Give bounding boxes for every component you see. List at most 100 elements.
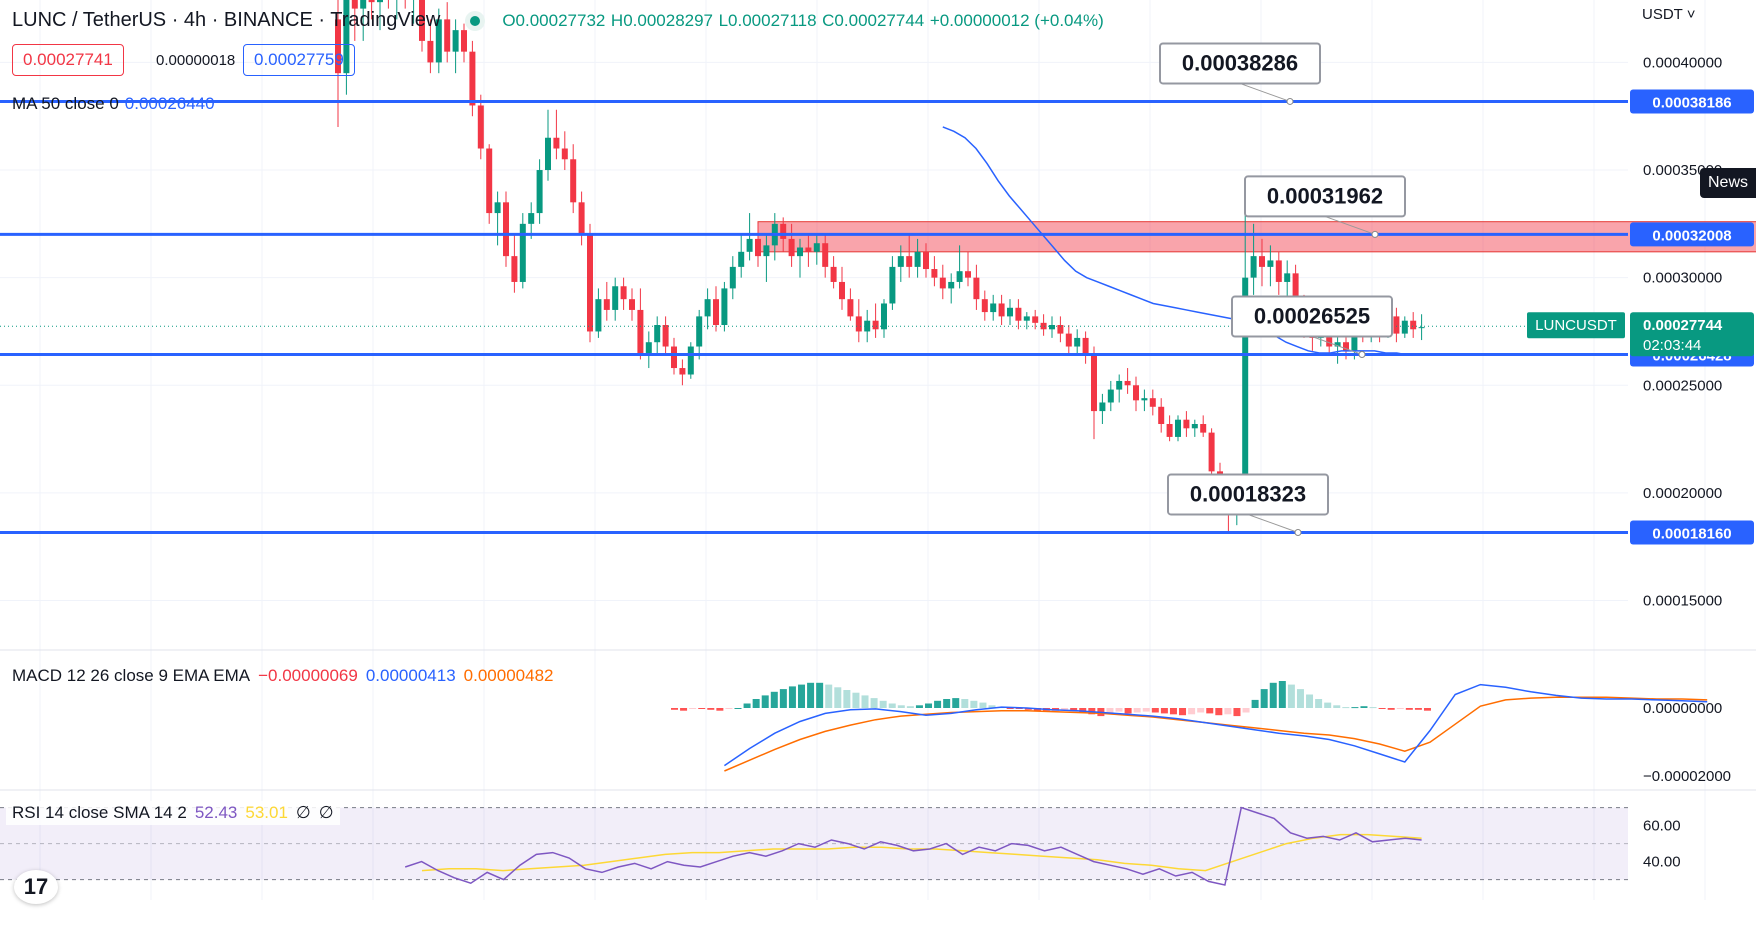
candle: [469, 40, 476, 117]
candle-body: [805, 247, 812, 252]
candle-body: [679, 368, 686, 375]
candle-body: [1242, 277, 1249, 491]
sell-price-button[interactable]: 0.00027741: [12, 44, 124, 76]
callout-anchor: [1294, 528, 1302, 536]
ma-legend[interactable]: MA 50 close 0 0.00026440: [12, 94, 215, 114]
candle-body: [377, 0, 383, 3]
candle: [1065, 325, 1072, 353]
candle: [377, 0, 383, 31]
candle: [1175, 415, 1181, 442]
candle-body: [1057, 325, 1064, 334]
candle-body: [1200, 424, 1207, 433]
currency-selector[interactable]: USDT ˅: [1642, 6, 1696, 23]
tradingview-logo-icon[interactable]: 17: [14, 870, 58, 904]
macd-histogram: [671, 681, 1431, 717]
ohlc-high: H0.00028297: [610, 10, 714, 30]
macd-bar: [943, 699, 951, 708]
candle: [729, 256, 736, 300]
candle: [387, 0, 389, 9]
candle-body: [696, 316, 703, 347]
macd-bar: [1188, 708, 1196, 715]
candle-body: [654, 325, 661, 343]
rsi-sma-value: 53.01: [245, 803, 288, 822]
last-price-label: 0.00027744: [1643, 317, 1723, 334]
candle: [847, 288, 854, 321]
candle: [553, 109, 560, 160]
candle-body: [990, 303, 997, 313]
macd-bar: [788, 686, 796, 708]
candle-body: [1141, 398, 1148, 401]
candle-body: [335, 19, 341, 74]
macd-bar: [779, 689, 787, 708]
candle-body: [998, 303, 1005, 317]
candle-body: [595, 299, 602, 332]
candle-body: [738, 251, 745, 267]
macd-bar: [1079, 708, 1087, 713]
candle: [713, 286, 719, 332]
candle-body: [351, 0, 358, 9]
candle: [881, 299, 887, 338]
macd-bar: [1333, 705, 1341, 708]
candle-body: [629, 299, 635, 310]
candle-body: [872, 320, 879, 330]
rsi-legend[interactable]: RSI 14 close SMA 14 2 52.43 53.01 ∅ ∅: [6, 801, 340, 825]
candle-body: [855, 316, 862, 332]
symbol-title[interactable]: LUNC / TetherUS · 4h · BINANCE · Trading…: [12, 9, 441, 31]
candle: [461, 23, 467, 63]
macd-legend-label: MACD 12 26 close 9 EMA EMA: [12, 666, 251, 685]
candle: [671, 337, 677, 375]
candle: [368, 0, 375, 20]
macd-bar: [979, 702, 987, 708]
macd-bar: [1179, 708, 1187, 716]
candle: [528, 202, 535, 239]
candle: [990, 294, 997, 321]
candle-body: [553, 137, 560, 149]
candle-body: [780, 223, 787, 239]
candle-body: [1401, 320, 1408, 334]
candle: [1032, 309, 1039, 330]
candle-body: [545, 137, 551, 171]
candle-body: [1133, 385, 1139, 401]
candles: [335, 0, 1425, 534]
price-axis-tick: 0.00025000: [1643, 377, 1722, 394]
macd-bar: [1169, 708, 1177, 715]
candle: [771, 213, 778, 261]
candle: [561, 131, 568, 171]
macd-bar: [952, 698, 960, 708]
macd-bar: [934, 700, 942, 708]
macd-bar: [1133, 708, 1141, 713]
price-axis-tick: 0.00015000: [1643, 592, 1722, 609]
price-axis-tick: 0.00040000: [1643, 54, 1722, 71]
candle: [1007, 299, 1013, 325]
level-axis-label: 0.00018160: [1652, 525, 1731, 542]
candle-body: [461, 30, 467, 52]
candle-body: [368, 0, 375, 3]
candle: [477, 94, 484, 160]
macd-bar: [1296, 689, 1304, 708]
candle: [1284, 260, 1291, 300]
candle: [629, 288, 635, 321]
callout-pointer: [1239, 82, 1291, 102]
callout-pointer: [1247, 514, 1299, 533]
rsi-upper-band-value: ∅: [295, 803, 311, 822]
candle: [1418, 314, 1425, 341]
macd-hist-value: −0.00000069: [258, 666, 358, 685]
macd-bar: [1061, 708, 1069, 710]
candle: [486, 144, 493, 224]
symbol-header: LUNC / TetherUS · 4h · BINANCE · Trading…: [12, 9, 1104, 32]
macd-bar: [1251, 699, 1259, 708]
callout-box: [1244, 175, 1406, 218]
macd-bar: [1324, 702, 1332, 708]
macd-legend[interactable]: MACD 12 26 close 9 EMA EMA −0.00000069 0.0…: [12, 666, 554, 686]
macd-bar: [988, 705, 996, 708]
candle: [797, 238, 803, 278]
buy-price-button[interactable]: 0.00027759: [243, 44, 355, 76]
candle: [444, 2, 451, 63]
macd-bar: [761, 695, 769, 708]
news-button[interactable]: News: [1700, 168, 1756, 198]
candle: [788, 223, 795, 267]
candle: [1116, 374, 1123, 403]
candle: [704, 288, 711, 330]
candle-body: [1107, 389, 1114, 403]
